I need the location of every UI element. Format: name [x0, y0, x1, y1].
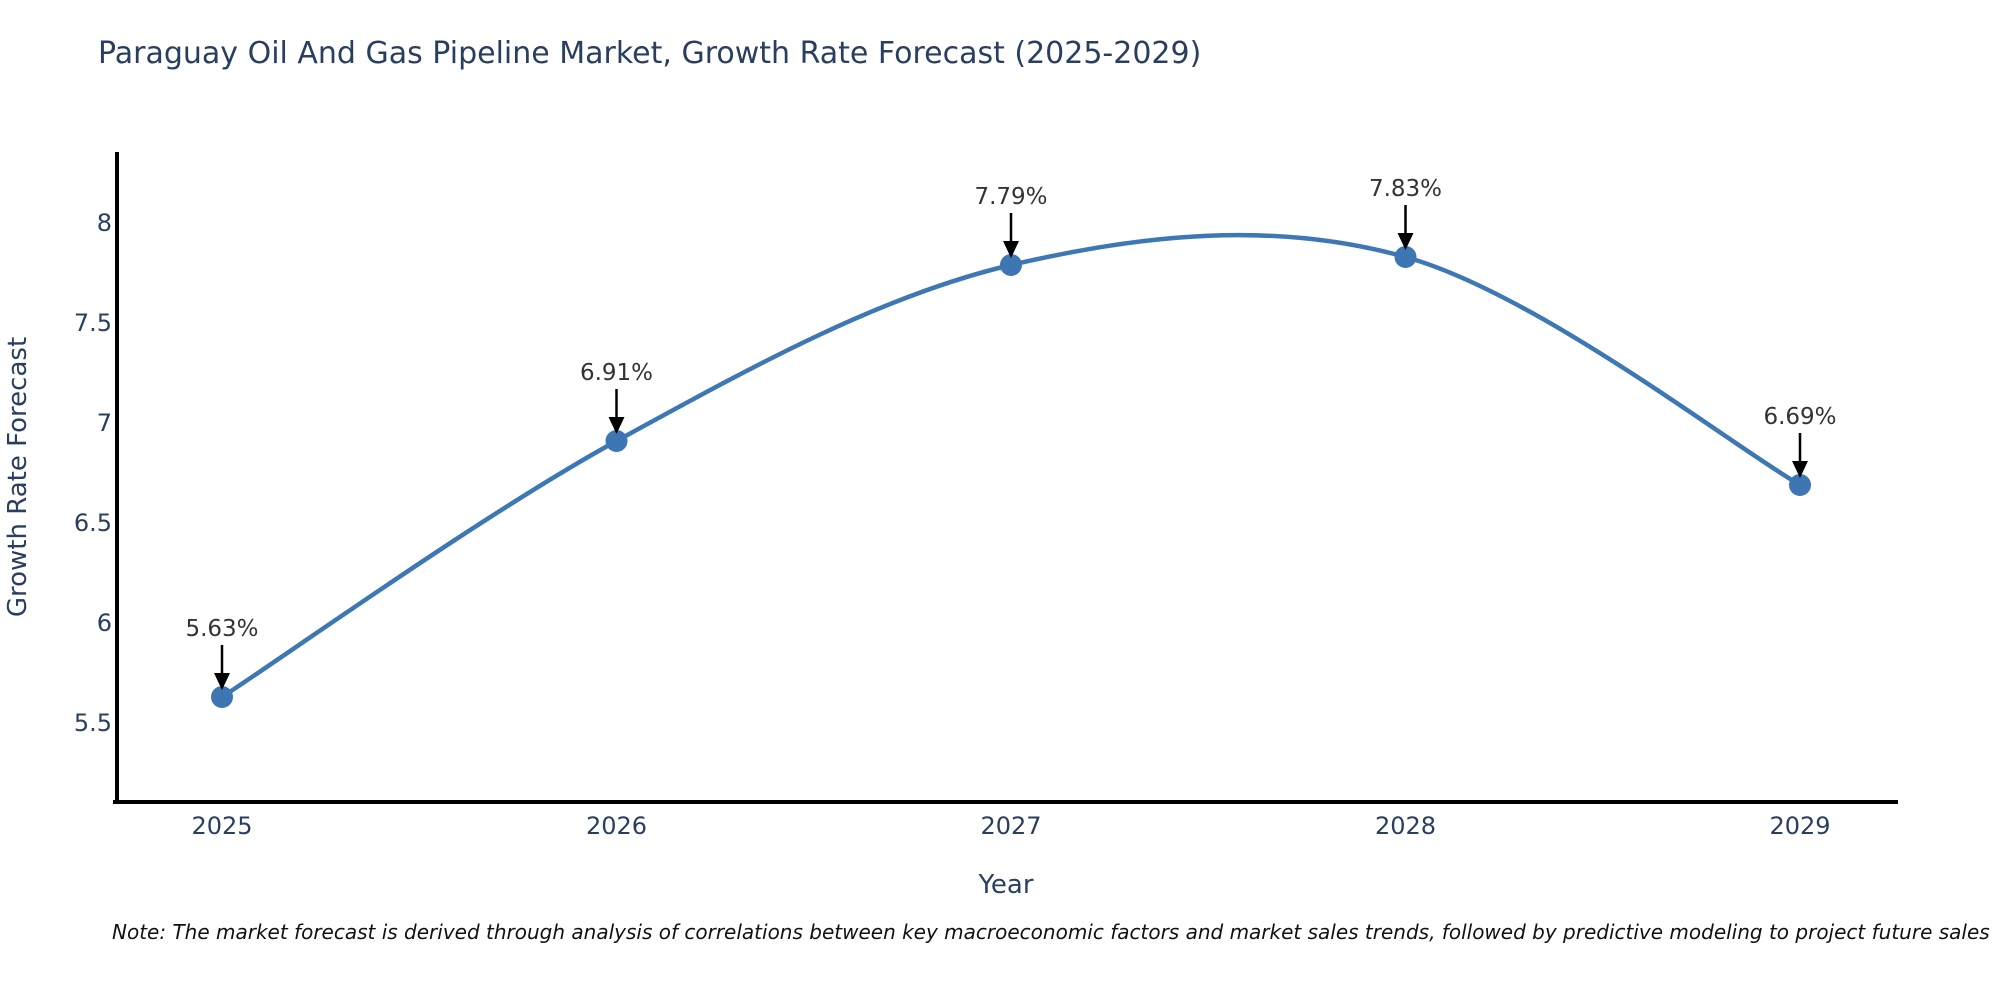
y-tick-label: 8	[96, 209, 112, 237]
series-layer	[211, 232, 1811, 708]
point-annotation: 5.63%	[185, 616, 259, 642]
growth-rate-line	[219, 232, 1803, 700]
data-point-marker[interactable]	[1000, 254, 1022, 276]
annotation-arrowhead	[608, 417, 625, 434]
x-tick-label: 2025	[191, 812, 253, 840]
data-point-marker[interactable]	[605, 430, 628, 452]
chart-footnote: Note: The market forecast is derived thr…	[112, 920, 1990, 944]
point-annotation: 7.79%	[974, 184, 1048, 210]
x-tick-label: 2028	[1374, 812, 1437, 840]
data-point-marker[interactable]	[211, 686, 233, 708]
annotation-arrowhead	[1003, 241, 1019, 258]
chart-title: Paraguay Oil And Gas Pipeline Market, Gr…	[98, 36, 1202, 71]
x-axis-title: Year	[978, 870, 1034, 900]
annotation-arrow-layer	[214, 205, 1808, 690]
point-annotation: 6.69%	[1763, 404, 1837, 430]
point-annotation: 6.91%	[579, 360, 654, 386]
y-tick-label: 7	[96, 409, 112, 437]
y-tick-label: 7.5	[73, 309, 112, 337]
x-tick-label: 2029	[1769, 812, 1831, 840]
point-annotation: 7.83%	[1368, 176, 1443, 202]
data-point-marker[interactable]	[1789, 474, 1811, 496]
y-tick-label: 6	[96, 609, 112, 637]
annotation-arrowhead	[1397, 233, 1414, 250]
annotation-arrowhead	[214, 673, 230, 690]
x-tick-label: 2026	[585, 812, 648, 840]
data-point-marker[interactable]	[1394, 246, 1417, 268]
y-tick-label: 5.5	[73, 709, 112, 737]
annotation-arrowhead	[1792, 461, 1808, 478]
x-tick-label: 2027	[980, 812, 1042, 840]
y-axis-title: Growth Rate Forecast	[3, 336, 33, 618]
axes-layer	[113, 152, 1898, 804]
y-tick-label: 6.5	[73, 509, 112, 537]
